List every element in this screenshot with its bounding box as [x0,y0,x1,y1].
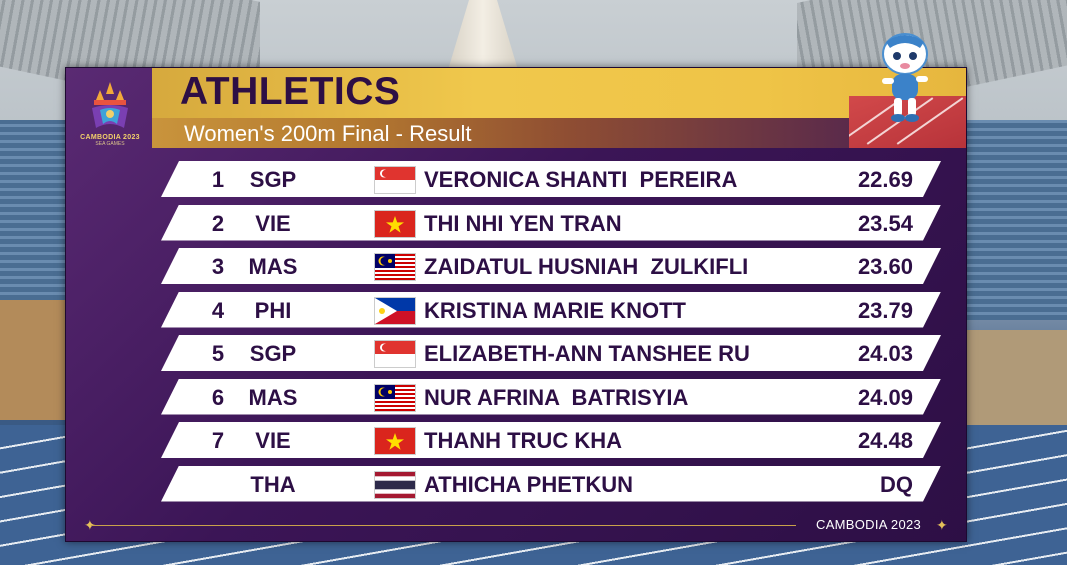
result-time: 24.48 [857,428,913,453]
result-row: 5 SGP ELIZABETH-ANN TANSHEE RU 24.03 [161,335,941,371]
result-row: THA ATHICHA PHETKUN DQ [161,466,941,502]
rank: 3 [211,254,225,279]
athlete-name: ZAIDATUL HUSNIAH ZULKIFLI [424,254,749,279]
field-left [0,300,70,420]
singapore-flag-icon [374,166,416,194]
country-code: VIE [255,428,291,453]
result-row: 7 VIE THANH TRUC KHA 24.48 [161,422,941,458]
rank: 5 [211,341,225,366]
country-code: PHI [254,297,292,323]
country-code: MAS [248,384,298,410]
logo-subtext: SEA GAMES [95,140,125,147]
result-time: 23.60 [857,254,913,279]
mascot-track-box [849,96,966,148]
athlete-name: THI NHI YEN TRAN [424,210,622,236]
malaysia-flag-icon [374,384,416,412]
result-row: 6 MAS NUR AFRINA BATRISYIA 24.09 [161,379,941,415]
result-time: DQ [880,471,913,497]
result-time: 23.79 [857,297,913,323]
athlete-name: VERONICA SHANTI PEREIRA [424,167,738,192]
country-code: THA [250,471,296,497]
logo-text: CAMBODIA 2023 [80,133,140,141]
results-panel: CAMBODIA 2023 SEA GAMES ATHLETICS Women'… [65,33,967,542]
footer-label: CAMBODIA 2023 [816,517,922,532]
rank: 1 [211,167,225,192]
result-time: 24.03 [857,341,913,366]
results-list: 1 SGP VERONICA SHANTI PEREIRA 22.69 2 VI… [161,161,941,509]
country-code: SGP [249,341,297,366]
subtitle-bar: Women's 200m Final - Result [152,118,852,148]
title-bar: ATHLETICS [152,68,966,118]
country-code: MAS [248,254,298,279]
footer-star-right-icon: ✦ [936,517,948,533]
stadium-tower [448,0,518,70]
rank: 4 [211,297,225,323]
singapore-flag-icon [374,340,416,368]
event-title: ATHLETICS [180,70,401,113]
rank: 6 [211,384,225,410]
athlete-name: ATHICHA PHETKUN [424,471,633,497]
athlete-name: ELIZABETH-ANN TANSHEE RU [424,341,750,366]
games-logo: CAMBODIA 2023 SEA GAMES [66,68,154,158]
malaysia-flag-icon [374,253,416,281]
rank: 2 [211,210,225,236]
country-code: SGP [249,167,297,192]
athlete-name: KRISTINA MARIE KNOTT [424,297,686,323]
result-time: 24.09 [857,384,913,410]
country-code: VIE [255,210,291,236]
footer-divider [91,525,796,526]
athlete-name: THANH TRUC KHA [424,428,622,453]
philippines-flag-icon [374,297,416,325]
stands-left [0,120,70,300]
vietnam-flag-icon [374,210,416,238]
result-time: 23.54 [857,210,913,236]
result-row: 1 SGP VERONICA SHANTI PEREIRA 22.69 [161,161,941,197]
result-row: 4 PHI KRISTINA MARIE KNOTT 23.79 [161,292,941,328]
result-time: 22.69 [857,167,913,192]
footer-star-left-icon: ✦ [84,517,96,533]
mascot-icon [882,33,928,122]
angkor-logo-icon [92,81,128,128]
stands-right [962,120,1067,320]
result-row: 2 VIE THI NHI YEN TRAN 23.54 [161,205,941,241]
rank: 7 [211,428,225,453]
result-row: 3 MAS ZAIDATUL HUSNIAH ZULKIFLI 23.60 [161,248,941,284]
event-subtitle: Women's 200m Final - Result [184,121,472,146]
thailand-flag-icon [374,471,416,499]
vietnam-flag-icon [374,427,416,455]
athlete-name: NUR AFRINA BATRISYIA [424,384,689,410]
